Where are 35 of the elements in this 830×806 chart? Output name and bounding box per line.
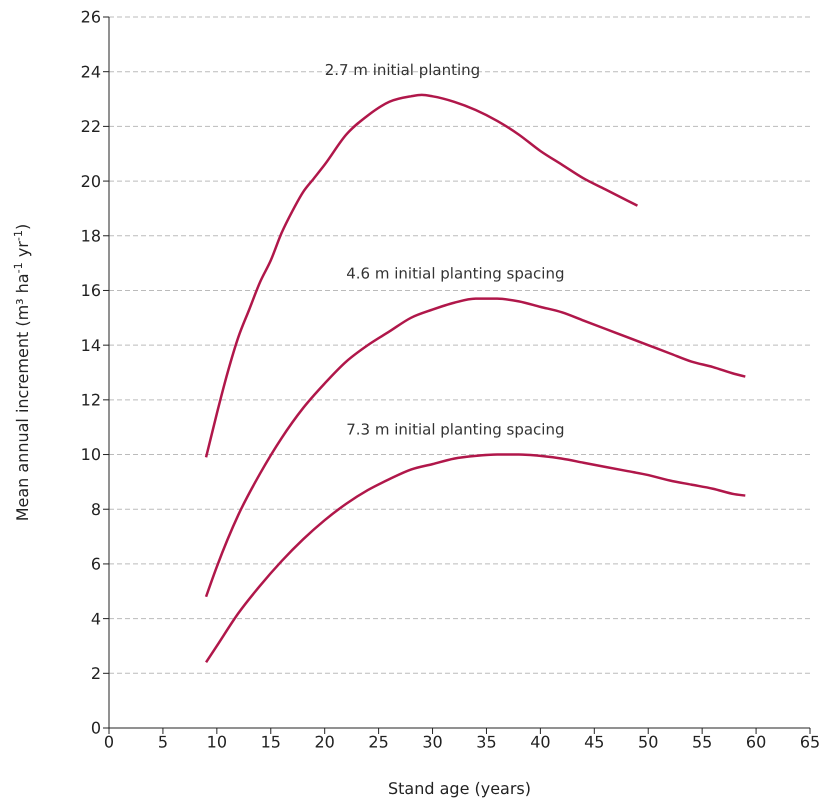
- x-tick-label: 55: [692, 732, 712, 752]
- series-label: 4.6 m initial planting spacing: [346, 264, 564, 283]
- x-tick-label: 15: [260, 732, 281, 752]
- y-tick-label: 2: [90, 664, 101, 683]
- y-tick-label: 10: [80, 445, 101, 464]
- x-tick-label: 65: [800, 732, 820, 752]
- line-series: [204, 94, 639, 459]
- x-axis-title: Stand age (years): [388, 779, 532, 798]
- y-tick-label: 20: [80, 172, 101, 191]
- x-tick-label: 35: [476, 732, 497, 752]
- y-tick-label: 8: [90, 500, 101, 519]
- y-tick-label: 14: [80, 336, 101, 355]
- line-series: [204, 297, 747, 598]
- y-tick-label: 16: [80, 281, 101, 300]
- x-tick-label: 25: [368, 732, 389, 752]
- x-tick-label: 45: [584, 732, 604, 752]
- series-label: 7.3 m initial planting spacing: [346, 420, 564, 439]
- y-tick-label: 0: [90, 718, 101, 738]
- y-tick-label: 18: [80, 226, 101, 246]
- x-tick-label: 0: [104, 732, 114, 752]
- y-tick-label: 4: [90, 609, 101, 628]
- series-label: 2.7 m initial planting: [324, 60, 480, 79]
- x-tick-label: 10: [206, 732, 228, 752]
- x-tick-label: 30: [422, 732, 443, 752]
- x-tick-label: 40: [530, 732, 551, 752]
- y-tick-label: 26: [80, 8, 101, 27]
- x-tick-label: 20: [314, 732, 335, 752]
- y-tick-label: 12: [80, 390, 101, 410]
- y-tick-label: 22: [80, 117, 101, 136]
- x-tick-label: 50: [638, 732, 658, 752]
- y-tick-label: 24: [80, 62, 101, 82]
- line-series: [204, 453, 747, 664]
- x-tick-label: 60: [746, 732, 766, 752]
- x-tick-label: 5: [158, 732, 168, 752]
- y-tick-label: 6: [90, 554, 101, 574]
